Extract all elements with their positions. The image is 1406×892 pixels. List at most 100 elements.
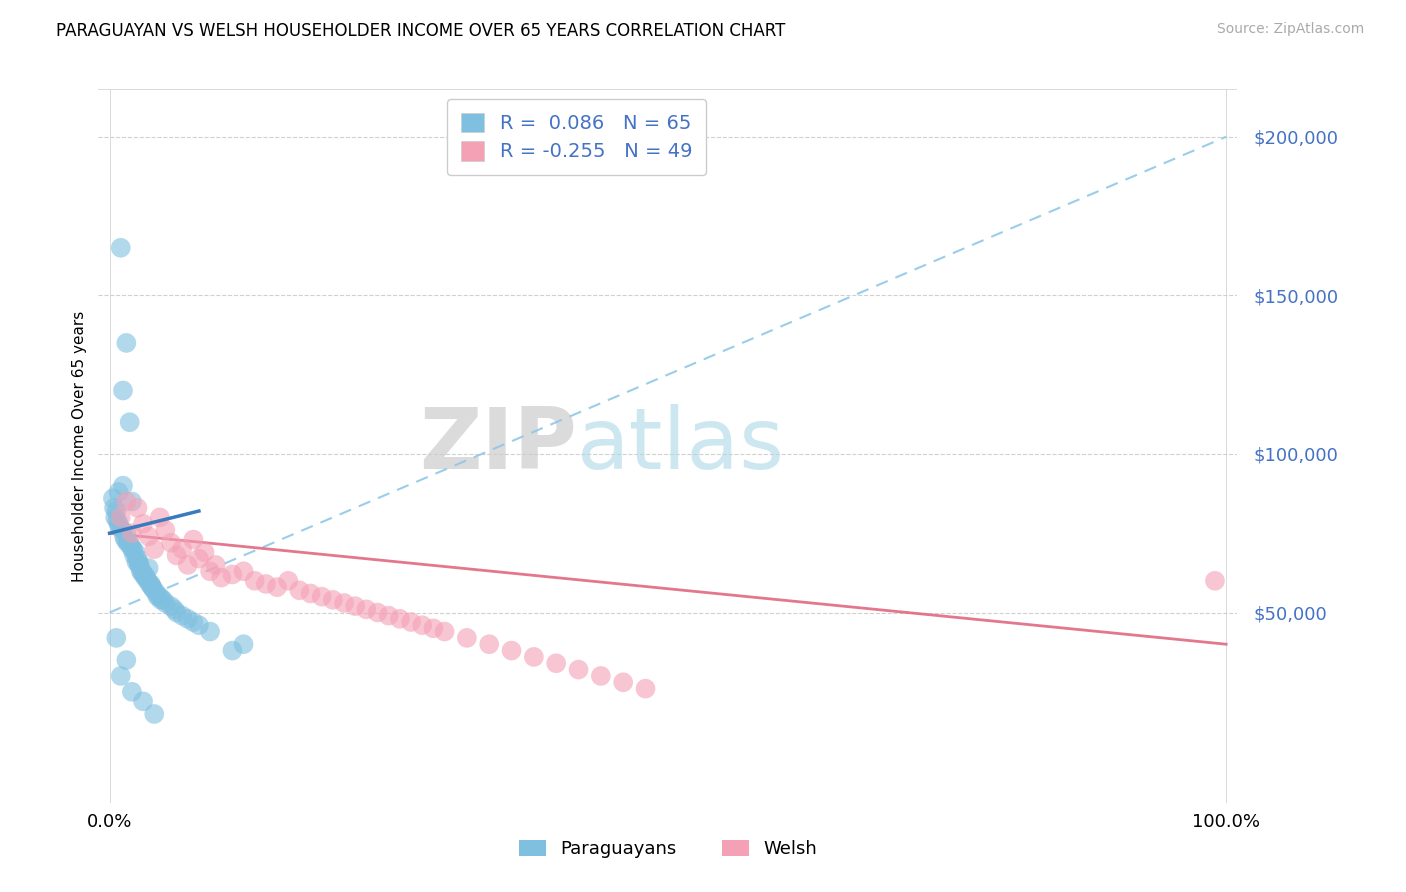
Point	[193, 545, 215, 559]
Point	[243, 574, 266, 588]
Point	[111, 478, 134, 492]
Point	[110, 241, 132, 255]
Point	[107, 516, 129, 531]
Point	[121, 494, 143, 508]
Point	[478, 637, 501, 651]
Point	[322, 592, 344, 607]
Point	[134, 571, 156, 585]
Y-axis label: Householder Income Over 65 years: Householder Income Over 65 years	[72, 310, 87, 582]
Point	[163, 602, 186, 616]
Point	[187, 551, 209, 566]
Point	[333, 596, 356, 610]
Point	[198, 624, 221, 639]
Point	[501, 643, 523, 657]
Point	[115, 526, 138, 541]
Point	[221, 643, 243, 657]
Point	[288, 583, 311, 598]
Point	[141, 580, 163, 594]
Point	[155, 523, 177, 537]
Point	[204, 558, 226, 572]
Text: ZIP: ZIP	[419, 404, 576, 488]
Point	[311, 590, 333, 604]
Point	[127, 500, 149, 515]
Point	[103, 500, 125, 515]
Point	[105, 631, 128, 645]
Point	[141, 580, 163, 594]
Point	[422, 621, 444, 635]
Point	[187, 618, 209, 632]
Point	[122, 542, 145, 557]
Point	[136, 574, 159, 588]
Point	[134, 567, 156, 582]
Text: Source: ZipAtlas.com: Source: ZipAtlas.com	[1216, 22, 1364, 37]
Point	[101, 491, 124, 506]
Point	[1204, 574, 1226, 588]
Point	[143, 583, 166, 598]
Point	[177, 558, 200, 572]
Point	[198, 564, 221, 578]
Point	[149, 592, 172, 607]
Point	[399, 615, 422, 629]
Legend: Paraguayans, Welsh: Paraguayans, Welsh	[512, 832, 824, 865]
Point	[209, 571, 232, 585]
Point	[112, 529, 135, 543]
Point	[172, 608, 194, 623]
Point	[128, 558, 150, 572]
Point	[107, 514, 129, 528]
Point	[110, 669, 132, 683]
Point	[121, 542, 143, 557]
Point	[111, 384, 134, 398]
Point	[612, 675, 634, 690]
Point	[388, 612, 411, 626]
Point	[145, 586, 167, 600]
Point	[132, 694, 155, 708]
Point	[155, 596, 177, 610]
Point	[149, 510, 172, 524]
Point	[160, 599, 183, 614]
Point	[356, 602, 378, 616]
Point	[121, 685, 143, 699]
Point	[124, 545, 146, 559]
Point	[108, 520, 131, 534]
Point	[411, 618, 433, 632]
Point	[183, 533, 205, 547]
Point	[143, 706, 166, 721]
Text: atlas: atlas	[576, 404, 785, 488]
Point	[177, 612, 200, 626]
Point	[266, 580, 288, 594]
Point	[377, 608, 399, 623]
Point	[172, 542, 194, 557]
Point	[254, 577, 277, 591]
Point	[367, 606, 389, 620]
Point	[120, 539, 142, 553]
Point	[456, 631, 478, 645]
Point	[114, 533, 136, 547]
Point	[128, 555, 150, 569]
Point	[131, 564, 153, 578]
Point	[138, 561, 160, 575]
Point	[115, 335, 138, 350]
Point	[135, 571, 157, 585]
Point	[152, 592, 174, 607]
Point	[166, 549, 188, 563]
Point	[160, 535, 183, 549]
Point	[166, 606, 188, 620]
Point	[344, 599, 367, 614]
Point	[128, 558, 150, 572]
Point	[523, 649, 546, 664]
Point	[139, 577, 162, 591]
Point	[277, 574, 299, 588]
Point	[118, 415, 141, 429]
Point	[183, 615, 205, 629]
Point	[104, 510, 127, 524]
Point	[132, 516, 155, 531]
Point	[110, 510, 132, 524]
Point	[589, 669, 612, 683]
Point	[129, 564, 152, 578]
Point	[433, 624, 456, 639]
Point	[299, 586, 322, 600]
Point	[146, 590, 169, 604]
Point	[139, 577, 162, 591]
Point	[111, 523, 134, 537]
Point	[121, 526, 143, 541]
